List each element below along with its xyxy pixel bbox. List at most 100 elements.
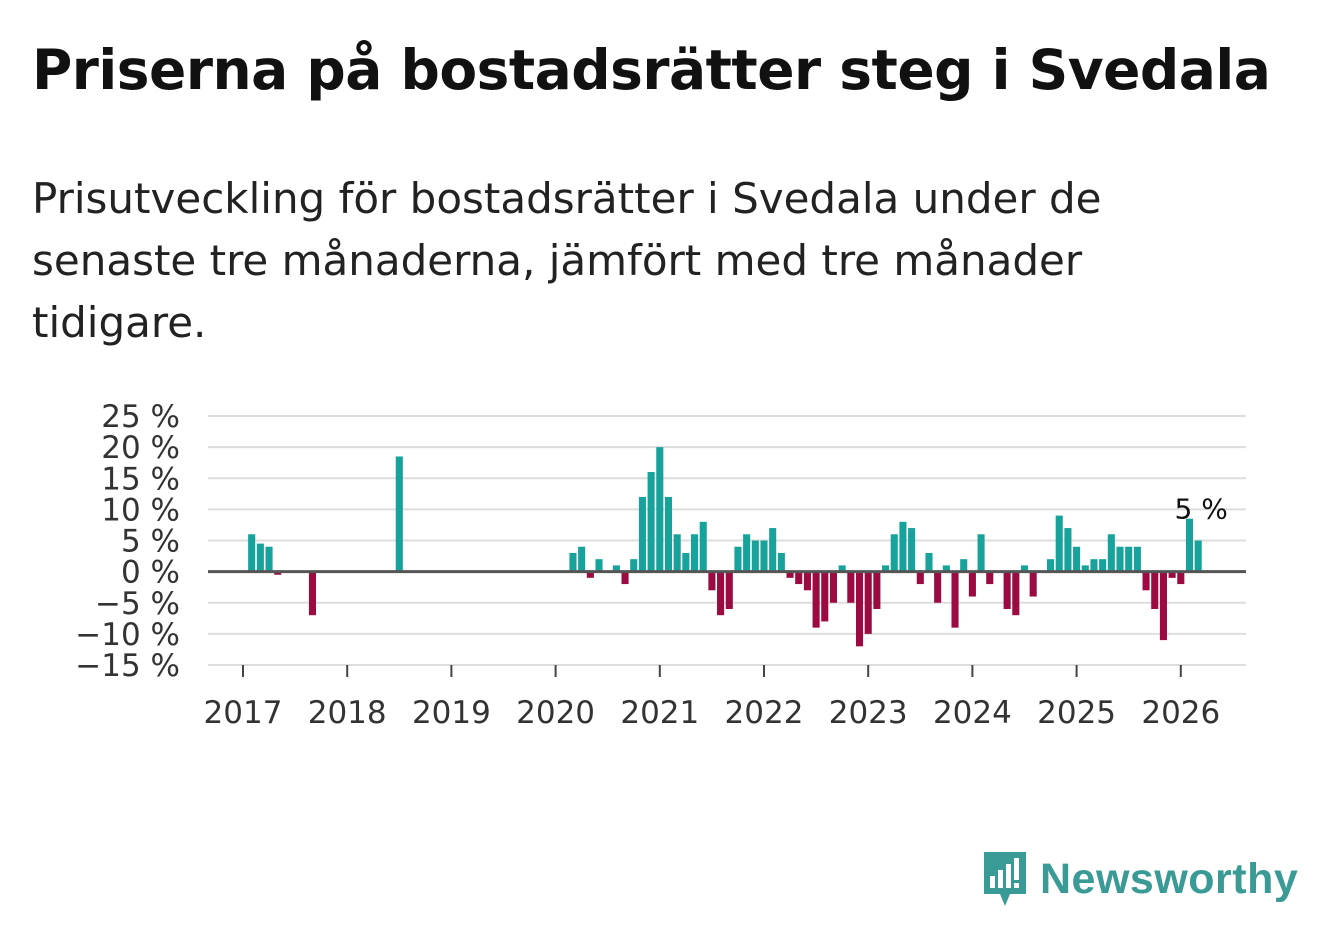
annotation: 5 % xyxy=(1175,493,1228,526)
bar xyxy=(1090,559,1098,572)
bar xyxy=(1055,515,1063,572)
x-tick-label: 2025 xyxy=(1037,695,1116,731)
bar xyxy=(682,552,690,572)
brand-name: Newsworthy xyxy=(1040,854,1299,903)
x-tick-label: 2019 xyxy=(412,695,491,731)
brand-logo: Newsworthy xyxy=(980,848,1298,910)
bar xyxy=(630,559,638,572)
bar xyxy=(829,571,838,603)
bar xyxy=(690,534,699,572)
y-tick-label: 5 % xyxy=(121,524,180,560)
bar xyxy=(1125,546,1133,572)
chart-title: Priserna på bostadsrätter steg i Svedala xyxy=(32,38,1271,102)
bar xyxy=(873,571,881,609)
bar xyxy=(977,534,985,572)
bar xyxy=(717,571,725,616)
y-tick-label: −10 % xyxy=(75,617,180,653)
bar xyxy=(1064,528,1072,572)
grid-lines xyxy=(208,415,1246,666)
bar xyxy=(656,447,664,572)
bar-chart: 25 %20 %15 %10 %5 %0 %−5 %−10 %−15 % 201… xyxy=(75,399,1246,731)
bar xyxy=(960,559,968,572)
bar xyxy=(256,543,264,572)
bar xyxy=(934,571,942,603)
bar xyxy=(916,571,924,585)
bar xyxy=(777,552,785,572)
bar xyxy=(1185,518,1194,572)
bar xyxy=(1194,540,1202,572)
bar xyxy=(1020,565,1029,572)
bar xyxy=(855,571,864,647)
bar xyxy=(621,571,629,585)
x-tick-label: 2018 xyxy=(308,695,387,731)
bar xyxy=(1116,546,1124,572)
bar xyxy=(274,571,282,575)
bar xyxy=(1029,571,1037,597)
bar xyxy=(925,552,933,572)
bar xyxy=(1073,546,1081,572)
bar xyxy=(803,571,811,591)
bar xyxy=(612,565,620,572)
bar xyxy=(1142,571,1150,591)
y-tick-label: −15 % xyxy=(75,648,180,684)
bar xyxy=(882,565,890,572)
bar xyxy=(699,521,707,572)
bar xyxy=(847,571,855,603)
bar xyxy=(638,496,646,572)
bar xyxy=(968,571,976,597)
chart-subtitle: Prisutveckling för bostadsrätter i Sveda… xyxy=(32,174,1102,347)
y-tick-label: −5 % xyxy=(95,586,180,622)
bar xyxy=(821,571,829,622)
bar xyxy=(1099,559,1107,572)
bar-series xyxy=(248,447,1202,647)
bar xyxy=(908,528,916,572)
bar xyxy=(986,571,994,585)
bar xyxy=(725,571,733,609)
x-tick-label: 2020 xyxy=(516,695,595,731)
bar xyxy=(708,571,716,591)
annotation-label: 5 % xyxy=(1175,493,1228,526)
bar xyxy=(1159,571,1167,641)
bar xyxy=(248,534,256,572)
bar xyxy=(664,496,673,572)
bar xyxy=(1133,546,1141,572)
y-tick-label: 25 % xyxy=(101,399,180,435)
bar xyxy=(734,546,742,572)
newsworthy-logo-icon xyxy=(984,852,1026,906)
x-tick-label: 2022 xyxy=(725,695,804,731)
bar xyxy=(1047,559,1055,572)
bar xyxy=(769,528,777,572)
x-axis: 2017 2018 2019 2020 2021 2022 2023 2024 2025 2026 xyxy=(204,665,1220,731)
y-tick-label: 10 % xyxy=(101,492,180,528)
bar xyxy=(864,571,872,634)
bar xyxy=(786,571,794,578)
bar xyxy=(1107,534,1115,572)
x-tick-label: 2024 xyxy=(933,695,1012,731)
bar xyxy=(578,546,586,572)
bar xyxy=(760,540,768,572)
y-tick-label: 15 % xyxy=(101,461,180,497)
bar xyxy=(569,552,577,572)
bar xyxy=(1151,571,1159,609)
bar xyxy=(265,546,273,572)
x-tick-label: 2021 xyxy=(620,695,699,731)
y-tick-label: 0 % xyxy=(121,555,180,591)
bar xyxy=(1177,571,1185,585)
bar xyxy=(647,472,655,572)
bar xyxy=(743,534,751,572)
bar xyxy=(395,456,403,572)
x-tick-label: 2023 xyxy=(829,695,908,731)
x-tick-label: 2026 xyxy=(1141,695,1220,731)
bar xyxy=(1003,571,1011,609)
bar xyxy=(595,559,603,572)
bar xyxy=(942,565,950,572)
bar xyxy=(838,565,846,572)
bar xyxy=(1168,571,1176,578)
bar xyxy=(673,534,681,572)
bar xyxy=(751,540,759,572)
bar xyxy=(308,571,317,616)
bar xyxy=(1012,571,1020,616)
x-tick-label: 2017 xyxy=(204,695,283,731)
bar xyxy=(951,571,959,628)
bar xyxy=(1081,565,1089,572)
